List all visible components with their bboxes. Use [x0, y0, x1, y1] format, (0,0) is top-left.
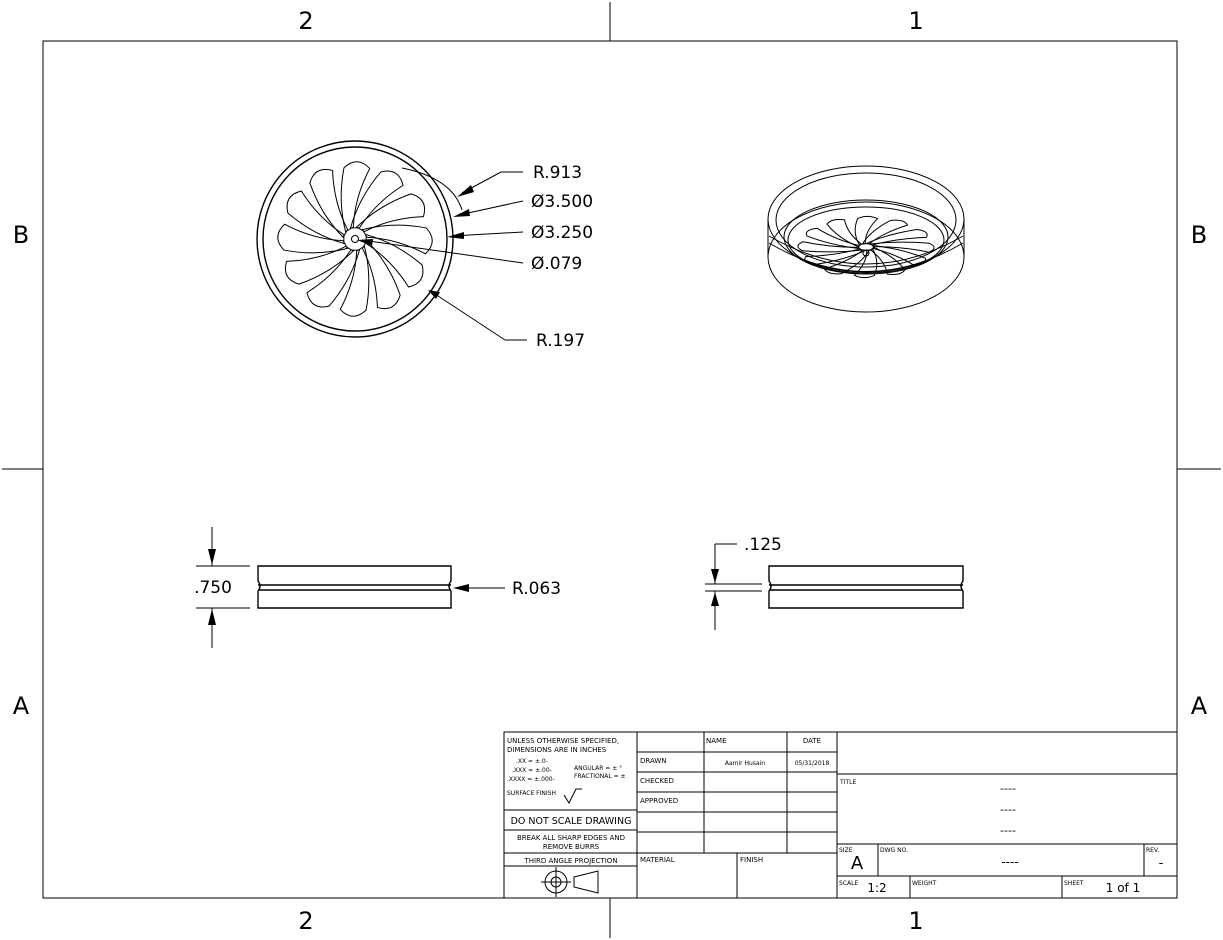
dim-r-outer: R.913	[533, 163, 582, 183]
scale-label: SCALE	[839, 880, 858, 887]
dim-dia-outer: Ø3.500	[531, 192, 593, 212]
zone-label-right-b: B	[1191, 221, 1207, 249]
zone-label-right-a: A	[1191, 692, 1208, 720]
spoke-slot	[277, 223, 349, 254]
dim-groove-width: .125	[744, 535, 782, 555]
size-label: SIZE	[839, 847, 853, 854]
break-edges-note-1: BREAK ALL SHARP EDGES AND	[517, 834, 625, 842]
title-block-grid	[503, 731, 1178, 899]
tolerance-xxx: .XXX = ±.00-	[512, 767, 552, 774]
dim-r-groove: R.063	[512, 579, 561, 599]
rev-label: REV.	[1146, 847, 1159, 854]
top-view-arrowheads	[357, 185, 474, 299]
zone-label-top-1: 1	[908, 7, 923, 35]
finish-label: FINISH	[740, 856, 763, 864]
break-edges-note-2: REMOVE BURRS	[543, 843, 600, 851]
spoke-slot	[872, 244, 927, 267]
rev-value: -	[1159, 856, 1164, 871]
row-approved-label: APPROVED	[640, 797, 678, 805]
tolerance-note-2: DIMENSIONS ARE IN INCHES	[507, 746, 607, 754]
row-checked-label: CHECKED	[640, 777, 674, 785]
spoke-slot	[797, 241, 863, 253]
spoke-slot	[340, 161, 371, 233]
dwg-no-label: DWG NO.	[880, 847, 908, 854]
spoke-slot	[349, 170, 404, 229]
spoke-slot	[309, 168, 349, 239]
row-drawn-label: DRAWN	[640, 757, 667, 765]
spoke-slot	[861, 219, 909, 245]
spoke-slot	[865, 228, 928, 246]
spoke-slot	[804, 248, 867, 266]
spoke-slot	[339, 245, 370, 317]
weight-label: WEIGHT	[912, 880, 937, 887]
drawn-name: Aamir Husain	[725, 760, 765, 767]
title-line-2: ----	[1000, 803, 1016, 816]
iso-spoke-slots	[797, 215, 935, 279]
surface-finish-label: SURFACE FINISH	[507, 790, 556, 797]
do-not-scale-note: DO NOT SCALE DRAWING	[511, 816, 632, 827]
side-view	[768, 565, 964, 609]
spoke-slot	[823, 249, 871, 275]
side-view-arrowheads	[711, 569, 719, 606]
zone-label-bottom-2: 2	[298, 907, 313, 935]
spoke-slot	[355, 193, 426, 233]
scale-value: 1:2	[867, 881, 886, 895]
dwg-no-value: ----	[1001, 855, 1018, 869]
top-view-leaders	[361, 167, 527, 341]
dim-dia-hole: Ø.079	[531, 254, 582, 274]
dim-r-slot: R.197	[536, 331, 585, 351]
tolerance-xxxx: .XXXX = ±.000-	[507, 776, 555, 783]
spoke-slot	[869, 241, 935, 253]
zone-label-bottom-1: 1	[908, 907, 923, 935]
spoke-slot	[286, 190, 345, 245]
spoke-slot	[853, 248, 878, 279]
size-value: A	[851, 853, 864, 874]
zone-label-left-b: B	[13, 221, 29, 249]
projection-label: THIRD ANGLE PROJECTION	[523, 857, 617, 865]
spoke-slot	[284, 245, 355, 285]
isometric-view	[767, 165, 965, 313]
dim-dia-inner: Ø3.250	[531, 223, 593, 243]
title-line-3: ----	[1000, 824, 1016, 837]
material-label: MATERIAL	[640, 856, 675, 864]
spoke-slot	[361, 239, 401, 310]
spoke-slot	[306, 249, 361, 308]
tolerance-note-1: UNLESS OTHERWISE SPECIFIED,	[507, 737, 619, 745]
front-view	[257, 565, 452, 609]
title-label: TITLE	[839, 779, 856, 786]
zone-label-top-2: 2	[298, 7, 313, 35]
side-view-dims	[705, 543, 762, 630]
spoke-slot	[361, 224, 433, 255]
title-line-1: ----	[1000, 782, 1016, 795]
tolerance-xx: .XX = ±.0-	[516, 758, 548, 765]
dim-height: .750	[194, 578, 232, 598]
tolerance-fractional: FRACTIONAL = ±	[574, 773, 626, 780]
surface-finish-icon	[563, 788, 582, 805]
front-view-arrowheads	[208, 549, 469, 625]
col-date-header: DATE	[803, 737, 821, 745]
sheet-value: 1 of 1	[1106, 881, 1140, 895]
top-view	[256, 140, 454, 338]
spoke-slot	[854, 215, 879, 246]
zone-label-left-a: A	[13, 692, 30, 720]
spoke-slot	[869, 246, 906, 276]
spoke-slot	[826, 218, 863, 248]
spoke-slots	[277, 161, 433, 317]
col-name-header: NAME	[706, 737, 727, 745]
third-angle-projection-icon	[541, 867, 599, 897]
spoke-slot	[805, 227, 860, 250]
spoke-slot	[365, 233, 424, 288]
drawn-date: 05/31/2018	[795, 760, 830, 767]
tolerance-angular: ANGULAR = ± °	[574, 765, 622, 772]
sheet-label: SHEET	[1064, 880, 1084, 887]
